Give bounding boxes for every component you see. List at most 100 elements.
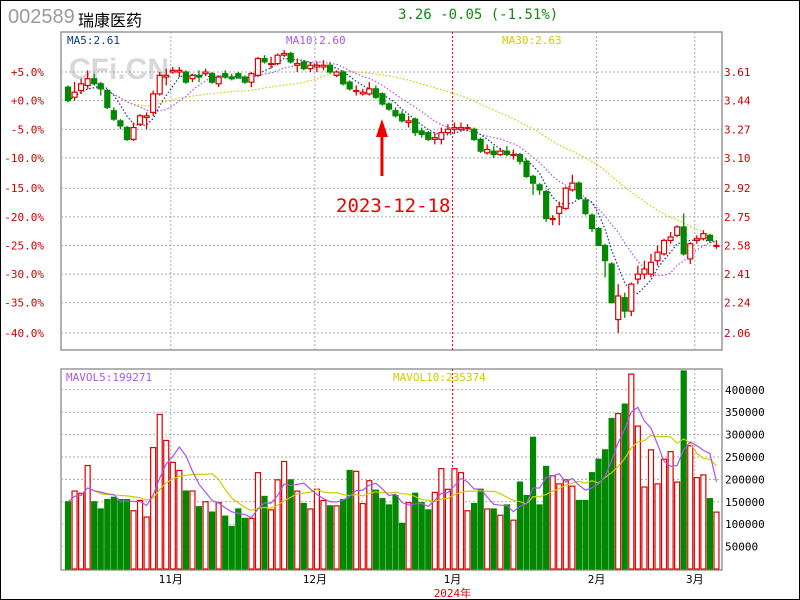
volume-bar xyxy=(300,502,307,570)
volume-bar xyxy=(333,505,340,570)
x-axis-month-label: 12月 xyxy=(303,573,327,586)
candle xyxy=(510,149,517,160)
candle-body xyxy=(235,73,242,78)
candle-body xyxy=(379,93,386,105)
ma-legend: MA5:2.61 xyxy=(67,34,120,47)
candle-body xyxy=(189,74,196,80)
candle xyxy=(674,225,681,238)
candle-body xyxy=(647,261,655,275)
candle xyxy=(248,72,255,88)
candle-body xyxy=(660,239,668,255)
candle-body xyxy=(543,190,550,220)
volume-bar xyxy=(340,498,347,570)
candle-body xyxy=(680,226,687,255)
candle xyxy=(261,55,268,64)
volume-bar xyxy=(615,412,622,570)
left-axis-tick: -30.0% xyxy=(4,268,44,281)
volume-bar xyxy=(372,489,379,570)
candle-body xyxy=(84,78,91,87)
volume-bar xyxy=(228,525,235,570)
candle xyxy=(385,102,393,111)
candle-body xyxy=(150,93,157,114)
candle xyxy=(654,245,661,266)
candle-body xyxy=(693,238,700,242)
candle-body xyxy=(248,73,255,83)
candle xyxy=(77,78,85,94)
candle-body xyxy=(136,115,144,125)
candle-body xyxy=(575,182,583,199)
candle xyxy=(523,159,530,179)
candle-body xyxy=(326,64,334,73)
candle-body xyxy=(418,130,425,135)
candle xyxy=(195,70,203,83)
candle xyxy=(110,107,117,121)
candle-body xyxy=(130,126,137,140)
right-axis-tick: 3.44 xyxy=(724,95,751,108)
candle xyxy=(130,122,137,142)
candle xyxy=(71,82,78,101)
candle xyxy=(601,243,609,278)
candle xyxy=(392,107,399,118)
candle-body xyxy=(300,61,307,70)
candle-body xyxy=(340,71,347,85)
volume-bar xyxy=(543,465,550,570)
volume-bar xyxy=(451,468,458,570)
candle xyxy=(320,60,327,71)
candle-body xyxy=(457,126,465,130)
left-axis-tick: -25.0% xyxy=(4,239,44,252)
candle xyxy=(104,88,111,110)
candle-body xyxy=(241,76,248,83)
candle xyxy=(615,284,622,334)
volume-bar xyxy=(248,517,255,570)
volume-axis-tick: 200000 xyxy=(725,473,765,486)
candle-body xyxy=(464,126,471,130)
candle xyxy=(621,292,628,318)
x-axis-month-label: 11月 xyxy=(159,573,183,586)
candle-body xyxy=(529,175,537,184)
volume-bar xyxy=(359,502,366,570)
candle xyxy=(202,68,209,76)
candle-body xyxy=(281,52,288,56)
candle-body xyxy=(71,91,78,98)
volume-bar xyxy=(136,499,144,570)
candle xyxy=(176,66,183,78)
candle xyxy=(569,174,576,192)
candle-body xyxy=(64,86,72,102)
ma-legend: MA30:2.63 xyxy=(502,34,562,47)
candle-body xyxy=(123,126,131,140)
volume-bar xyxy=(601,449,609,570)
volume-bar xyxy=(647,449,655,570)
volume-bar xyxy=(497,514,504,570)
candle xyxy=(117,119,124,130)
ma-legend: MA10:2.60 xyxy=(286,34,346,47)
candle xyxy=(706,233,714,243)
candle-body xyxy=(176,69,183,73)
stock-name: 瑞康医药 xyxy=(78,11,143,30)
volume-bar xyxy=(150,446,157,570)
candle xyxy=(634,265,641,285)
candle-body xyxy=(353,89,360,93)
volume-bar xyxy=(254,472,262,570)
volume-bar xyxy=(536,504,543,570)
candle-body xyxy=(654,251,661,262)
volume-bar xyxy=(222,515,229,570)
volume-bar xyxy=(346,469,353,570)
candle xyxy=(300,60,307,71)
volume-bar xyxy=(660,458,668,570)
candle-body xyxy=(438,132,445,140)
candle xyxy=(536,183,543,195)
candle-body xyxy=(97,83,104,90)
candle xyxy=(340,70,347,86)
volume-bar xyxy=(641,486,648,570)
candle xyxy=(169,66,176,74)
price-change: -0.05 xyxy=(440,7,483,23)
volume-bar xyxy=(457,472,465,570)
left-axis-tick: +5.0% xyxy=(11,66,44,79)
candle xyxy=(438,127,445,145)
left-axis-tick: +0.0% xyxy=(11,95,44,108)
right-axis-tick: 2.24 xyxy=(724,297,751,310)
candle-body xyxy=(615,295,622,321)
candle-body xyxy=(346,81,353,90)
